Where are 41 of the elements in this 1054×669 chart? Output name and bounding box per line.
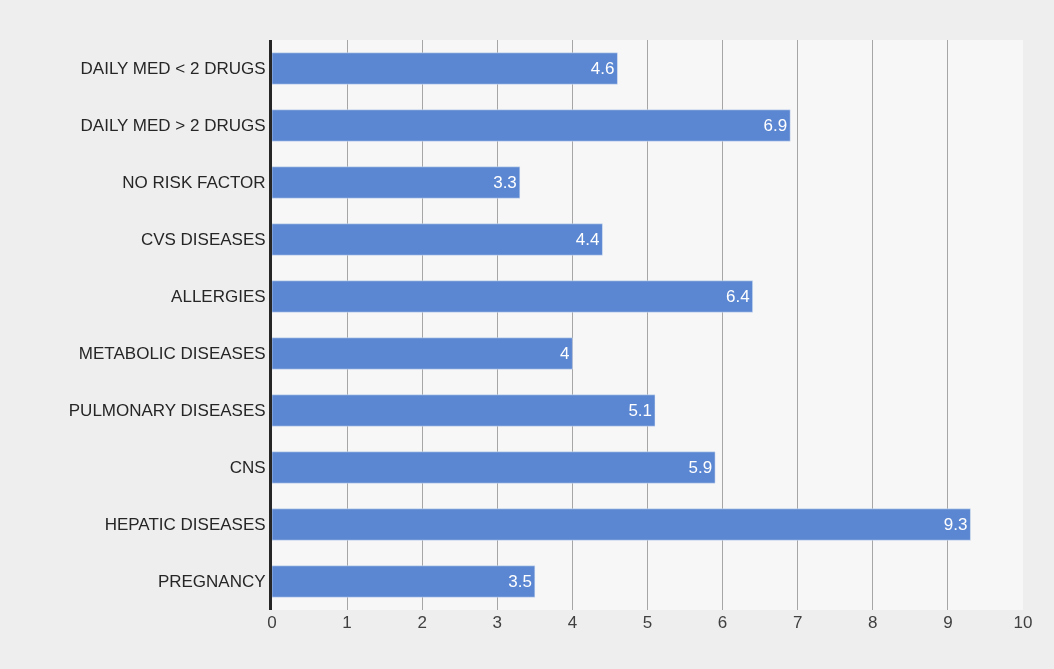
y-tick-label: NO RISK FACTOR <box>122 173 266 193</box>
data-label: 5.1 <box>628 401 653 420</box>
x-tick-label: 5 <box>642 613 653 632</box>
y-tick-label: CVS DISEASES <box>140 230 266 250</box>
y-tick-label: PREGNANCY <box>157 572 266 592</box>
x-tick-label: 3 <box>492 613 503 632</box>
x-tick-label: 1 <box>342 613 352 632</box>
y-tick-label: HEPATIC DISEASES <box>104 515 266 535</box>
bar <box>272 565 536 598</box>
bar <box>272 451 716 484</box>
bar <box>272 52 618 85</box>
y-tick-label: DAILY MED < 2 DRUGS <box>80 59 266 79</box>
data-label: 6.9 <box>763 116 788 135</box>
y-tick-label: ALLERGIES <box>171 287 266 307</box>
bar <box>272 280 753 313</box>
x-tick-label: 9 <box>943 613 953 632</box>
data-label: 4 <box>559 344 570 363</box>
y-tick-label: PULMONARY DISEASES <box>68 401 266 421</box>
bar <box>272 109 791 142</box>
data-label: 5.9 <box>688 458 713 477</box>
bar <box>272 166 521 199</box>
data-label: 6.4 <box>726 287 750 307</box>
y-tick-label: DAILY MED > 2 DRUGS <box>80 116 266 136</box>
y-tick-label: METABOLIC DISEASES <box>78 344 266 364</box>
x-tick-label: 2 <box>417 613 427 632</box>
data-label: 9.3 <box>943 515 968 535</box>
bar <box>272 223 603 256</box>
x-tick-label: 4 <box>567 613 578 632</box>
data-label: 3.5 <box>508 572 532 592</box>
data-label: 3.3 <box>493 173 517 193</box>
data-label: 4.4 <box>575 230 600 250</box>
bar <box>272 337 573 370</box>
data-label: 4.6 <box>590 59 615 79</box>
x-tick-label: 7 <box>792 613 803 632</box>
x-tick-label: 0 <box>267 613 277 632</box>
x-tick-label: 10 <box>1013 613 1033 632</box>
bar <box>272 508 971 541</box>
bar <box>272 394 656 427</box>
y-tick-label: CNS <box>229 458 266 478</box>
x-tick-label: 8 <box>868 613 878 632</box>
x-tick-label: 6 <box>717 613 728 632</box>
